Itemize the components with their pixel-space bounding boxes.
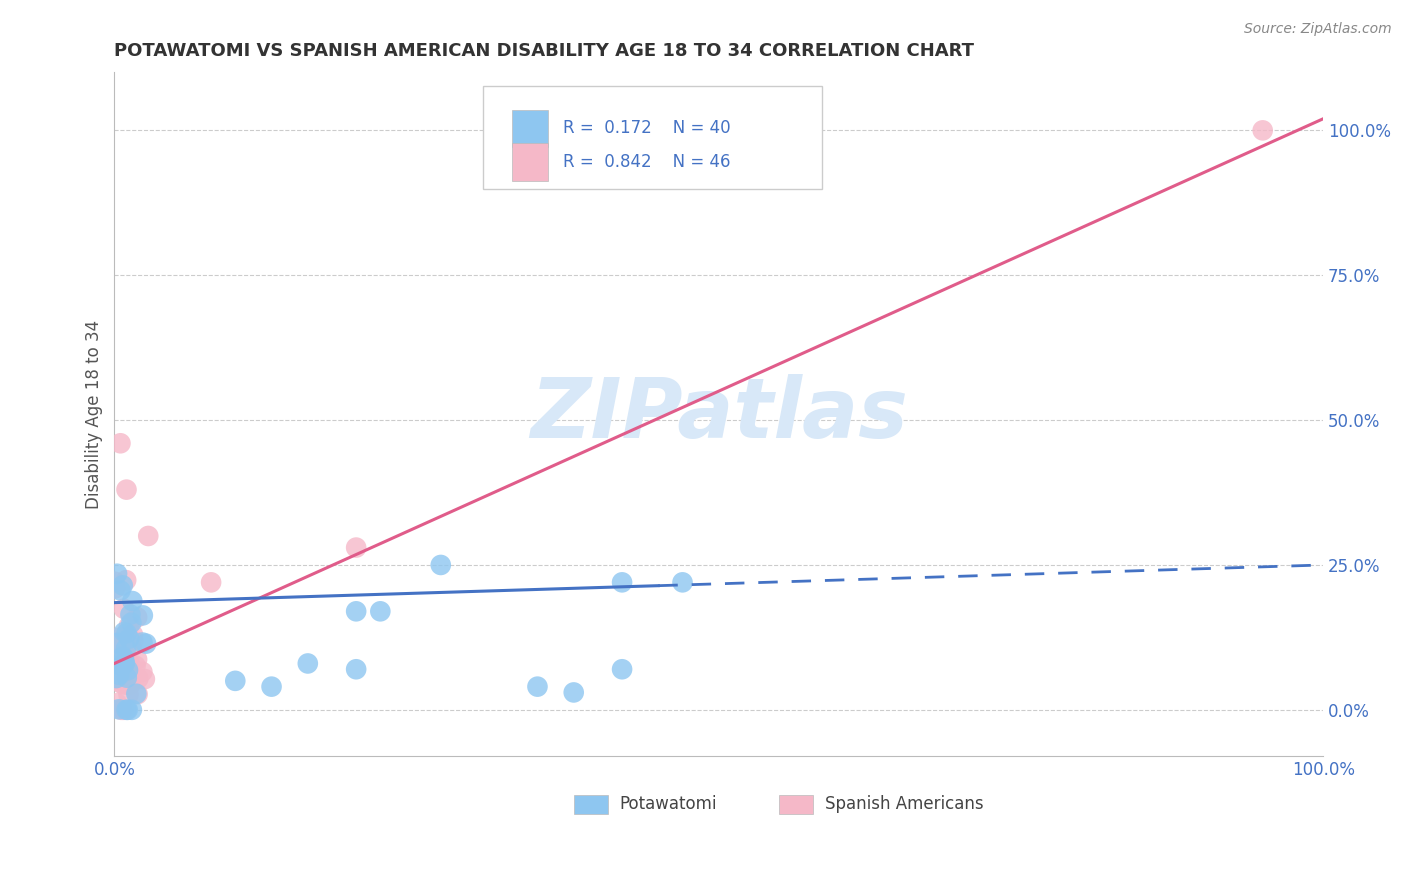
Point <box>111 649 134 664</box>
Point <box>110 436 132 450</box>
Point <box>105 635 128 649</box>
Point <box>121 669 143 683</box>
FancyBboxPatch shape <box>512 110 548 147</box>
Point <box>111 677 134 691</box>
Point <box>118 619 141 633</box>
Point <box>1251 123 1274 137</box>
Point <box>114 657 136 671</box>
Point <box>136 529 159 543</box>
Point <box>132 608 155 623</box>
Point <box>115 573 138 587</box>
Text: R =  0.172    N = 40: R = 0.172 N = 40 <box>562 120 731 137</box>
Point <box>127 610 149 624</box>
Point <box>115 671 138 685</box>
Point <box>526 680 548 694</box>
Point <box>115 638 138 652</box>
Point <box>344 604 367 618</box>
Point <box>111 665 134 680</box>
Point <box>105 636 128 650</box>
Point <box>131 635 153 649</box>
Point <box>112 703 135 717</box>
Point <box>131 665 153 679</box>
Point <box>200 575 222 590</box>
Point <box>115 626 138 640</box>
Text: R =  0.842    N = 46: R = 0.842 N = 46 <box>562 153 730 171</box>
Point <box>115 678 138 692</box>
Point <box>297 657 319 671</box>
Text: Spanish Americans: Spanish Americans <box>825 795 984 813</box>
Point <box>135 637 157 651</box>
Point <box>115 641 138 656</box>
Point <box>118 678 141 692</box>
Point <box>344 662 367 676</box>
Point <box>127 672 149 686</box>
Point <box>107 672 129 686</box>
FancyBboxPatch shape <box>512 144 548 181</box>
Point <box>115 703 138 717</box>
Point <box>610 662 633 676</box>
Text: POTAWATOMI VS SPANISH AMERICAN DISABILITY AGE 18 TO 34 CORRELATION CHART: POTAWATOMI VS SPANISH AMERICAN DISABILIT… <box>114 42 974 60</box>
Point <box>134 672 156 686</box>
Point <box>562 685 585 699</box>
Text: ZIPatlas: ZIPatlas <box>530 374 908 455</box>
Point <box>112 651 135 665</box>
Text: Source: ZipAtlas.com: Source: ZipAtlas.com <box>1244 22 1392 37</box>
Point <box>105 671 128 685</box>
Point <box>120 615 142 630</box>
Point <box>120 607 142 622</box>
Point <box>120 640 142 655</box>
Point <box>118 632 141 646</box>
Point <box>112 625 135 640</box>
FancyBboxPatch shape <box>484 87 821 189</box>
Point <box>111 659 134 673</box>
Point <box>429 558 451 572</box>
Point <box>370 604 392 618</box>
Y-axis label: Disability Age 18 to 34: Disability Age 18 to 34 <box>86 319 103 508</box>
Point <box>117 703 139 717</box>
Point <box>110 676 132 690</box>
Text: Potawatomi: Potawatomi <box>620 795 717 813</box>
Point <box>104 641 127 656</box>
FancyBboxPatch shape <box>574 795 607 814</box>
Point <box>108 631 131 645</box>
Point <box>104 582 127 596</box>
Point <box>125 687 148 701</box>
Point <box>122 627 145 641</box>
Point <box>110 583 132 598</box>
Point <box>344 541 367 555</box>
Point <box>117 688 139 702</box>
Point <box>122 633 145 648</box>
Point <box>118 669 141 683</box>
Point <box>671 575 693 590</box>
Point <box>115 483 138 497</box>
Point <box>110 703 132 717</box>
Point <box>118 657 141 671</box>
Point <box>127 687 149 701</box>
Point <box>114 670 136 684</box>
Point <box>112 601 135 615</box>
Point <box>121 594 143 608</box>
Point <box>105 660 128 674</box>
Point <box>127 652 149 666</box>
Point <box>105 696 128 710</box>
Point <box>108 668 131 682</box>
Point <box>124 658 146 673</box>
Point <box>121 703 143 717</box>
Point <box>224 673 246 688</box>
FancyBboxPatch shape <box>779 795 813 814</box>
Point <box>108 702 131 716</box>
Point <box>105 566 128 581</box>
Point <box>610 575 633 590</box>
Point <box>111 578 134 592</box>
Point <box>260 680 283 694</box>
Point <box>117 663 139 677</box>
Point <box>110 638 132 652</box>
Point <box>103 574 125 589</box>
Point <box>114 656 136 670</box>
